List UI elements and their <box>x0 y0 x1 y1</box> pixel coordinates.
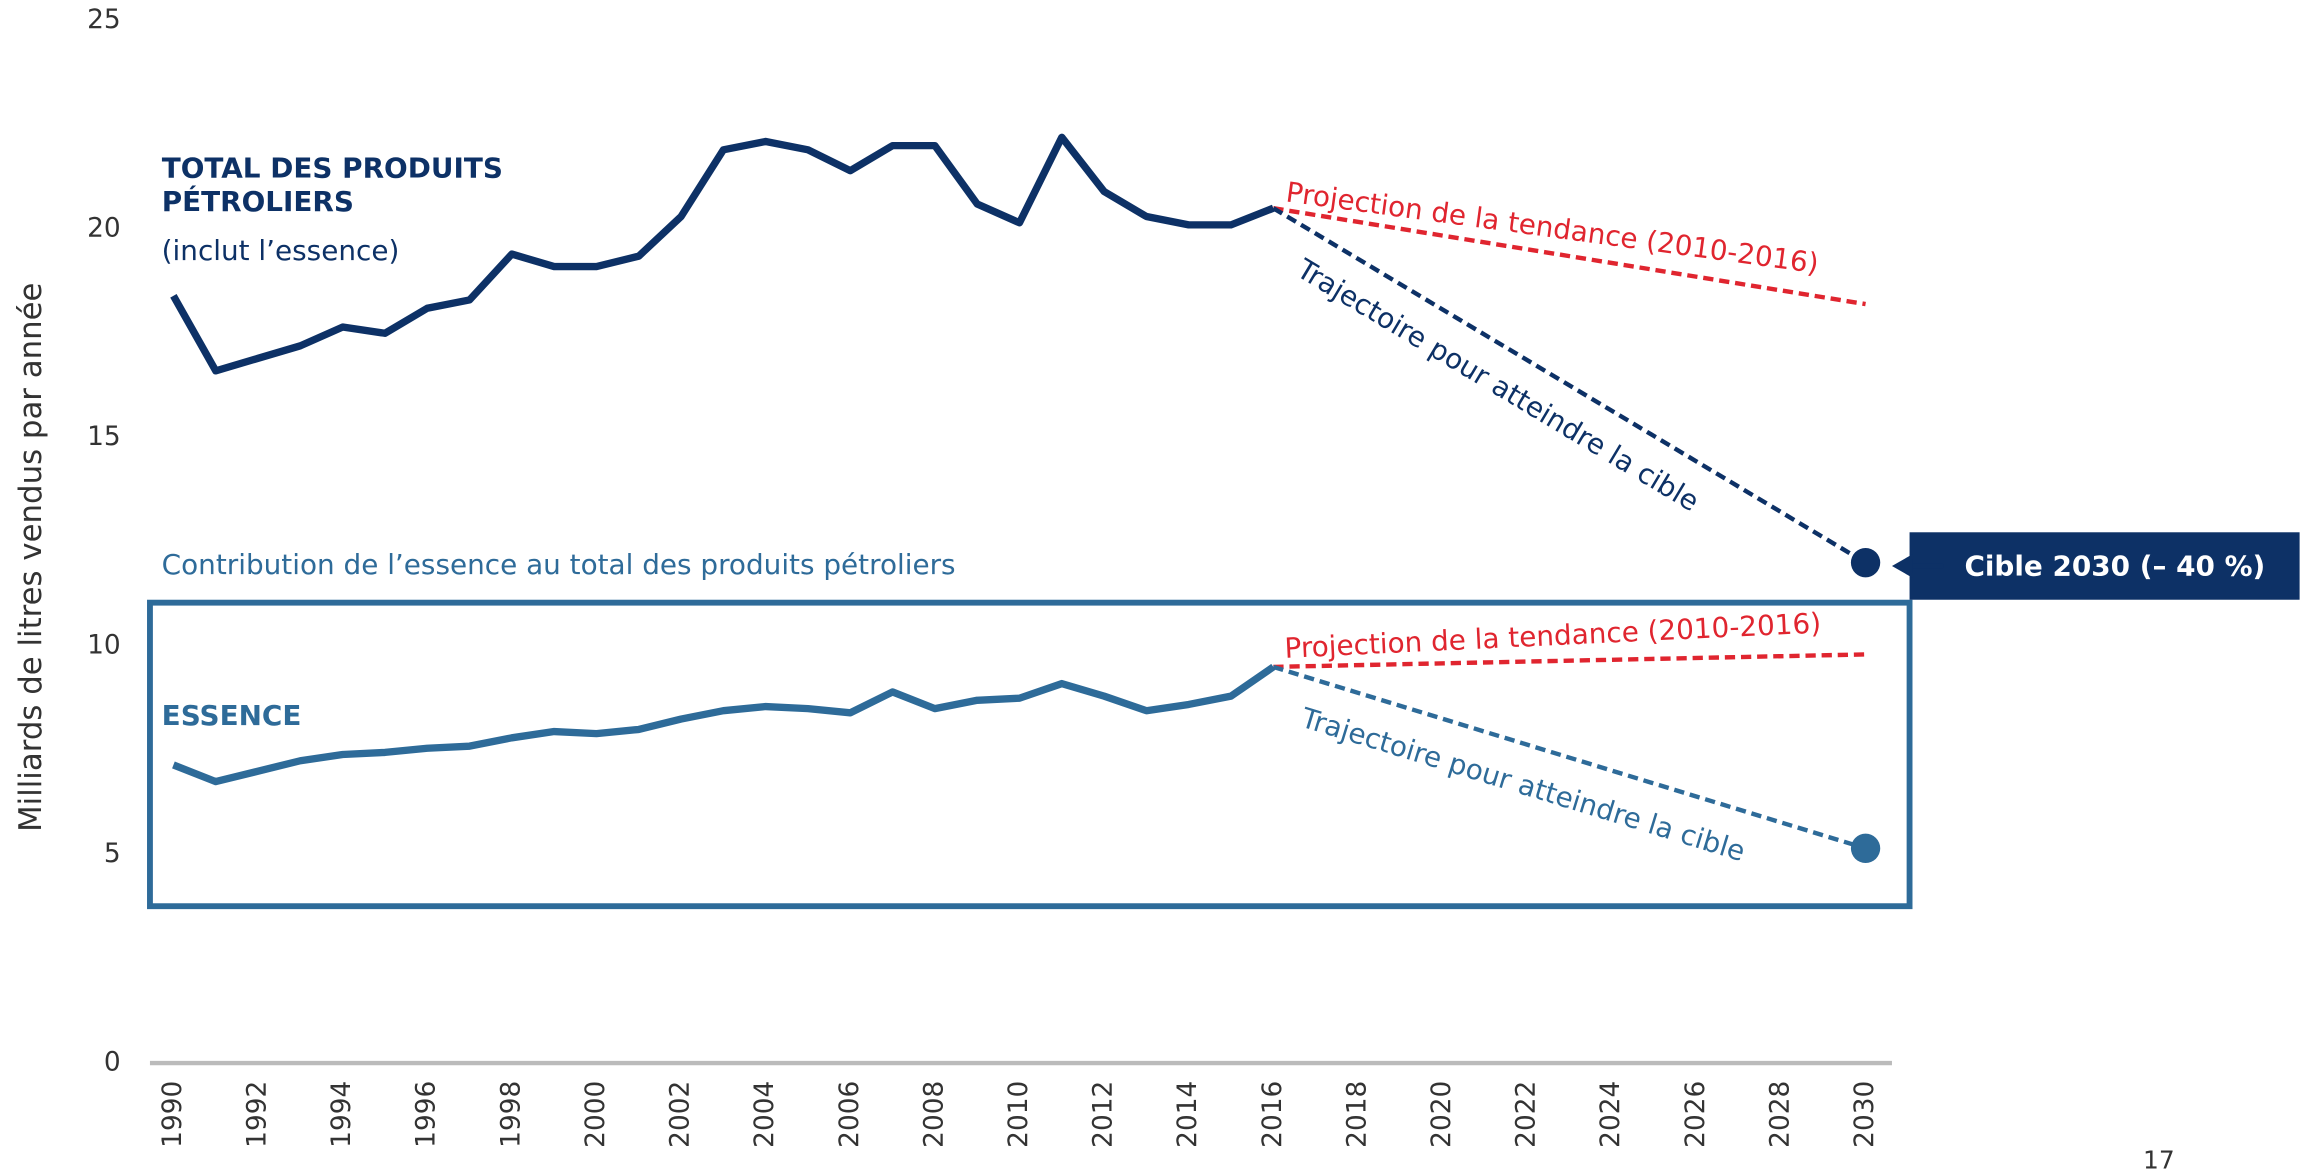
x-tick-label: 2008 <box>919 1081 949 1148</box>
projection-line <box>1272 206 1867 565</box>
x-tick-label: 1998 <box>496 1081 526 1148</box>
x-tick-label: 2026 <box>1681 1081 1711 1148</box>
page-number: 17 <box>2143 1146 2175 1175</box>
x-tick-label: 2006 <box>835 1081 865 1148</box>
line-label: Trajectoire pour atteindre la cible <box>1290 252 1704 518</box>
x-tick-label: 2020 <box>1427 1081 1457 1148</box>
projection-line <box>1273 652 1866 670</box>
x-tick-label: 2012 <box>1089 1081 1119 1148</box>
x-tick-label: 2010 <box>1004 1081 1034 1148</box>
x-tick-label: 2018 <box>1342 1081 1372 1148</box>
y-axis-label: Milliards de litres vendus par année <box>13 283 49 832</box>
line-label: Projection de la tendance (2010-2016) <box>1284 176 1821 281</box>
y-tick-label: 0 <box>104 1048 121 1078</box>
x-tick-label: 1994 <box>327 1081 357 1148</box>
series-label: TOTAL DES PRODUITS PÉTROLIERS <box>161 152 503 219</box>
x-tick-label: 2000 <box>581 1081 611 1148</box>
essence-frame <box>147 599 1913 910</box>
series-line <box>172 663 1276 786</box>
x-tick-label: 2030 <box>1850 1081 1880 1148</box>
total-label-box: TOTAL DES PRODUITS PÉTROLIERS <box>161 152 503 219</box>
y-tick-label: 25 <box>87 5 121 35</box>
x-tick-label: 1992 <box>243 1081 273 1148</box>
target-marker <box>1850 833 1881 863</box>
y-tick-label: 20 <box>87 214 121 244</box>
series-label: ESSENCE <box>162 699 302 732</box>
series-line <box>170 133 1275 375</box>
x-tick-label: 1996 <box>412 1081 442 1148</box>
target-callout <box>1909 532 2300 600</box>
y-tick-label: 10 <box>87 631 121 661</box>
x-tick-label: 2024 <box>1596 1081 1626 1148</box>
x-tick-label: 2014 <box>1173 1081 1203 1148</box>
x-tick-label: 2002 <box>666 1081 696 1148</box>
projection-line <box>1272 664 1867 851</box>
callout-text: Cible 2030 (– 40 %) <box>1964 549 2265 582</box>
projection-line <box>1272 206 1866 307</box>
target-marker <box>1850 547 1881 578</box>
callout-arrowhead <box>1891 554 1913 578</box>
line-label: Trajectoire pour atteindre la cible <box>1296 701 1749 868</box>
y-tick-label: 15 <box>87 422 121 452</box>
y-tick-label: 5 <box>104 839 121 869</box>
annotation: Contribution de l’essence au total des p… <box>162 548 956 581</box>
x-tick-label: 2022 <box>1512 1081 1542 1148</box>
x-tick-label: 2016 <box>1258 1081 1288 1148</box>
x-tick-label: 1990 <box>158 1081 188 1148</box>
annotation: (inclut l’essence) <box>162 234 400 267</box>
x-tick-label: 2028 <box>1765 1081 1795 1148</box>
x-tick-label: 2004 <box>750 1081 780 1148</box>
